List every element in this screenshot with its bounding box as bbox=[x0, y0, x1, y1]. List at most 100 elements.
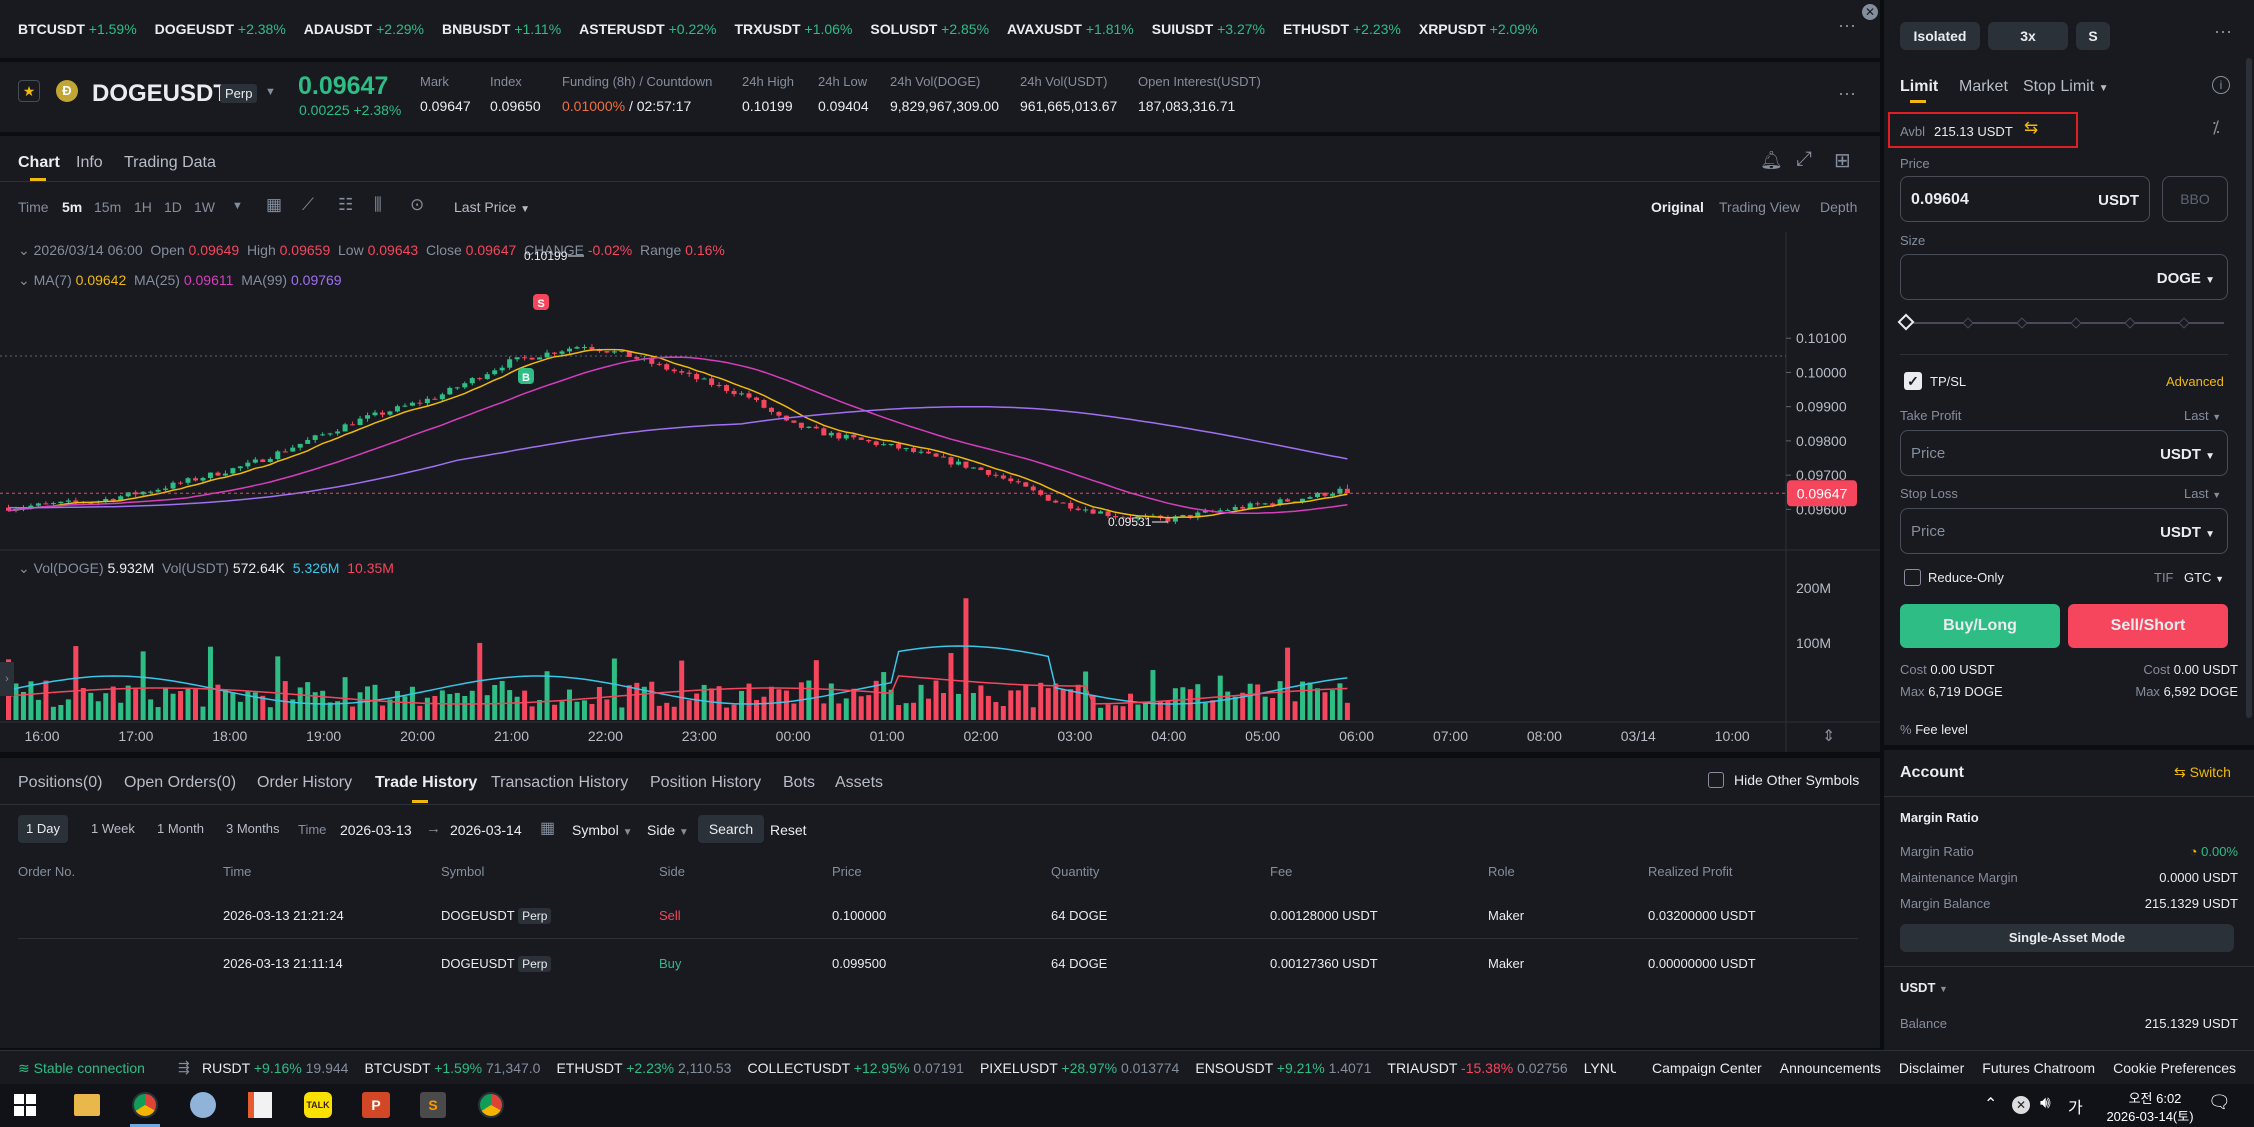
footer-link[interactable]: Disclaimer bbox=[1898, 1060, 1965, 1076]
windows-start-icon[interactable] bbox=[14, 1094, 36, 1116]
ticker-item[interactable]: SUIUSDT +3.27% bbox=[1152, 21, 1265, 37]
search-button[interactable]: Search bbox=[698, 815, 764, 843]
sl-unit-select[interactable]: USDT ▼ bbox=[2160, 524, 2215, 541]
stop-loss-input[interactable]: Price USDT ▼ bbox=[1900, 508, 2228, 554]
ticker-item[interactable]: DOGEUSDT +2.38% bbox=[155, 21, 286, 37]
size-unit-select[interactable]: DOGE ▼ bbox=[2157, 270, 2215, 287]
ticker-item[interactable]: ETHUSDT +2.23% bbox=[1283, 21, 1401, 37]
side-filter[interactable]: Side ▼ bbox=[647, 822, 689, 838]
ticker-item[interactable]: ADAUSDT +2.29% bbox=[304, 21, 424, 37]
tp-unit-select[interactable]: USDT ▼ bbox=[2160, 446, 2215, 463]
ticker-more-icon[interactable]: ⋯ bbox=[1838, 16, 1856, 36]
ime-icon[interactable]: 가 bbox=[2068, 1100, 2083, 1117]
interval-15m[interactable]: 15m bbox=[94, 199, 122, 215]
status-ticker-item[interactable]: ENSOUSDT +9.21% 1.4071 bbox=[1195, 1060, 1371, 1076]
collapse-icon[interactable]: ⌄ bbox=[18, 272, 30, 288]
single-asset-mode-button[interactable]: Single-Asset Mode bbox=[1900, 924, 2234, 952]
interval-1h[interactable]: 1H bbox=[134, 199, 152, 215]
notification-icon[interactable]: 🗨︎ bbox=[2208, 1092, 2231, 1112]
price-type-select[interactable]: Last Price ▼ bbox=[454, 199, 530, 215]
ticker-item[interactable]: ASTERUSDT +0.22% bbox=[579, 21, 716, 37]
settings-sliders-icon[interactable]: ☷ bbox=[338, 195, 354, 214]
slider-step[interactable] bbox=[2070, 317, 2082, 329]
slider-step[interactable] bbox=[2178, 317, 2190, 329]
clock-date[interactable]: 2026-03-14(토) bbox=[2106, 1109, 2194, 1124]
ticker-item[interactable]: BNBUSDT +1.11% bbox=[442, 21, 561, 37]
calculator-icon[interactable]: ⁒ bbox=[2212, 118, 2220, 137]
interval-1w[interactable]: 1W bbox=[194, 199, 215, 215]
tab-trading-data[interactable]: Trading Data bbox=[124, 154, 216, 171]
history-tab[interactable]: Position History bbox=[650, 774, 762, 791]
right-scrollbar[interactable] bbox=[2246, 58, 2252, 718]
interval-1d[interactable]: 1D bbox=[164, 199, 182, 215]
bbo-button[interactable]: BBO bbox=[2162, 176, 2228, 222]
view-trading-view[interactable]: Trading View bbox=[1719, 199, 1800, 215]
alert-bell-icon[interactable]: 🔔︎ bbox=[1760, 150, 1783, 170]
header-more-icon[interactable]: ⋯ bbox=[1838, 84, 1856, 104]
buy-marker-icon[interactable] bbox=[518, 368, 534, 384]
date-to[interactable]: 2026-03-14 bbox=[450, 822, 522, 838]
symbol-name[interactable]: DOGEUSDT bbox=[92, 80, 229, 107]
interval-dropdown-icon[interactable]: ▼ bbox=[232, 200, 243, 212]
info-icon[interactable]: i bbox=[2212, 76, 2230, 94]
replay-icon[interactable]: ⊙ bbox=[410, 195, 425, 214]
buy-long-button[interactable]: Buy/Long bbox=[1900, 604, 2060, 648]
symbol-dropdown-icon[interactable]: ▼ bbox=[265, 86, 276, 98]
asset-select[interactable]: USDT ▼ bbox=[1900, 980, 1948, 995]
history-tab[interactable]: Order History bbox=[257, 774, 353, 791]
close-ticker-icon[interactable]: ✕ bbox=[1862, 4, 1878, 20]
tpsl-checkbox[interactable]: ✓ bbox=[1904, 372, 1922, 390]
file-explorer-icon[interactable] bbox=[74, 1094, 100, 1116]
collapse-icon[interactable]: ⌄ bbox=[18, 242, 30, 258]
status-ticker-item[interactable]: LYNUS bbox=[1584, 1060, 1616, 1076]
status-ticker-item[interactable]: TRIAUSDT -15.38% 0.02756 bbox=[1387, 1060, 1567, 1076]
history-tab[interactable]: Bots bbox=[783, 774, 816, 791]
calendar-icon[interactable]: ▦ bbox=[266, 195, 283, 214]
asset-mode-button[interactable]: S bbox=[2076, 22, 2110, 50]
form-more-icon[interactable]: ⋯ bbox=[2214, 22, 2232, 42]
tray-chevron-icon[interactable]: ⌃ bbox=[1984, 1096, 1998, 1113]
footer-link[interactable]: Futures Chatroom bbox=[1982, 1060, 2096, 1076]
type-market[interactable]: Market bbox=[1959, 78, 2008, 95]
transfer-icon[interactable]: ⇆ bbox=[2024, 118, 2039, 137]
office-icon[interactable] bbox=[248, 1092, 272, 1118]
status-ticker-item[interactable]: COLLECTUSDT +12.95% 0.07191 bbox=[747, 1060, 964, 1076]
sell-short-button[interactable]: Sell/Short bbox=[2068, 604, 2228, 648]
size-input[interactable]: DOGE ▼ bbox=[1900, 254, 2228, 300]
chrome-icon[interactable] bbox=[132, 1092, 158, 1118]
symbol-filter[interactable]: Symbol ▼ bbox=[572, 822, 632, 838]
status-ticker-item[interactable]: RUSDT +9.16% 19.944 bbox=[202, 1060, 348, 1076]
sell-marker-icon[interactable] bbox=[533, 294, 549, 310]
slider-handle[interactable] bbox=[1897, 313, 1915, 331]
ticker-item[interactable]: AVAXUSDT +1.81% bbox=[1007, 21, 1134, 37]
paint-icon[interactable] bbox=[190, 1092, 216, 1118]
speaker-icon[interactable]: 🔊︎ bbox=[2040, 1093, 2051, 1112]
leverage-button[interactable]: 3x bbox=[1988, 22, 2068, 50]
tab-info[interactable]: Info bbox=[76, 154, 103, 171]
reduce-only-checkbox[interactable] bbox=[1904, 569, 1921, 586]
date-from[interactable]: 2026-03-13 bbox=[340, 822, 412, 838]
side-expand-icon[interactable]: › bbox=[0, 662, 14, 696]
footer-link[interactable]: Cookie Preferences bbox=[2113, 1060, 2237, 1076]
interval-5m[interactable]: 5m bbox=[62, 199, 83, 215]
slider-step[interactable] bbox=[2124, 317, 2136, 329]
history-tab[interactable]: Positions(0) bbox=[18, 774, 103, 791]
margin-mode-button[interactable]: Isolated bbox=[1900, 22, 1980, 50]
tab-chart[interactable]: Chart bbox=[18, 154, 60, 171]
candle-type-icon[interactable]: ⫼ bbox=[374, 195, 382, 214]
history-tab[interactable]: Transaction History bbox=[491, 774, 629, 791]
ticker-item[interactable]: BTCUSDT +1.59% bbox=[18, 21, 137, 37]
price-chart[interactable]: ⌄ 2026/03/14 06:00 Open 0.09649 High 0.0… bbox=[0, 232, 1880, 752]
footer-link[interactable]: Campaign Center bbox=[1652, 1060, 1762, 1076]
ticker-item[interactable]: XRPUSDT +2.09% bbox=[1419, 21, 1538, 37]
sublime-icon[interactable]: S bbox=[420, 1092, 446, 1118]
range-filter[interactable]: 3 Months bbox=[226, 821, 280, 836]
range-filter[interactable]: 1 Week bbox=[91, 821, 135, 836]
history-tab[interactable]: Trade History bbox=[375, 774, 478, 791]
type-limit[interactable]: Limit bbox=[1900, 78, 1939, 95]
powerpoint-icon[interactable]: P bbox=[362, 1092, 390, 1118]
type-stop-limit[interactable]: Stop Limit ▼ bbox=[2023, 78, 2109, 96]
advanced-link[interactable]: Advanced bbox=[2166, 374, 2224, 389]
sl-trigger-select[interactable]: Last ▼ bbox=[2184, 486, 2221, 501]
take-profit-input[interactable]: Price USDT ▼ bbox=[1900, 430, 2228, 476]
